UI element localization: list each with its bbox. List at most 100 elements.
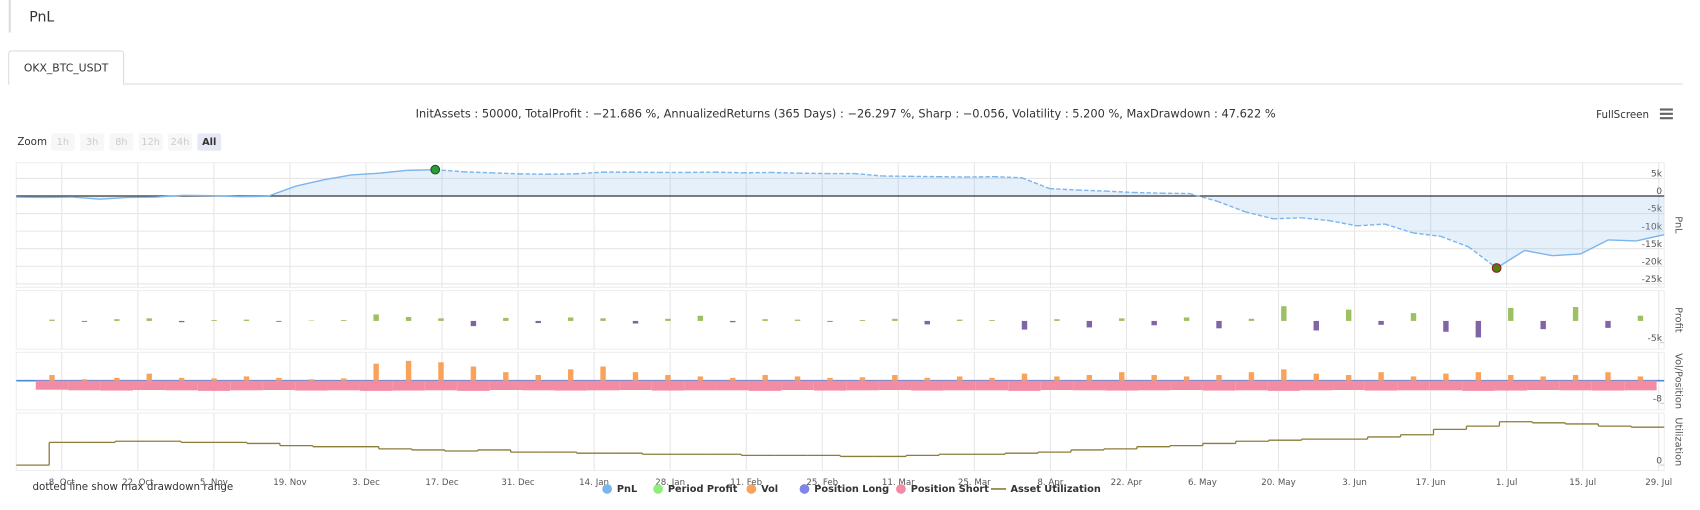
zoom-button-label[interactable]: 24h	[171, 137, 190, 148]
bar	[1087, 321, 1092, 328]
bar	[211, 320, 216, 321]
x-tick-label: 29. Jul	[1645, 478, 1672, 488]
bar	[68, 381, 100, 391]
legend-label[interactable]: Period Profit	[668, 484, 738, 495]
pnl-line	[715, 172, 743, 173]
zoom-button-label[interactable]: All	[202, 137, 216, 148]
bar	[1462, 381, 1494, 391]
x-tick-label: 3. Jun	[1342, 478, 1367, 488]
bar	[911, 381, 943, 391]
bar	[1170, 381, 1202, 390]
bar	[1087, 375, 1092, 381]
zoom-button-label[interactable]: 3h	[86, 137, 98, 148]
bar	[295, 381, 327, 391]
zoom-button-label[interactable]: 8h	[115, 137, 127, 148]
bar	[892, 375, 897, 381]
bar	[860, 320, 865, 321]
bar	[665, 375, 670, 381]
bar	[730, 321, 735, 322]
bar	[341, 378, 346, 380]
axis-title: Utilization	[1672, 417, 1683, 466]
bar	[1235, 381, 1267, 391]
bar	[147, 318, 152, 321]
bar	[633, 321, 638, 324]
bar	[471, 367, 476, 381]
bar	[1508, 375, 1513, 381]
pane-frame	[16, 413, 1664, 470]
pane-frame	[16, 291, 1664, 350]
bar	[1119, 318, 1124, 321]
zoom-button-label[interactable]: 12h	[141, 137, 160, 148]
pnl-line	[1134, 192, 1162, 193]
x-tick-label: 5. Nov	[200, 478, 228, 488]
bar	[730, 378, 735, 381]
bar	[717, 381, 749, 391]
bar	[1430, 381, 1462, 391]
legend-symbol[interactable]	[602, 484, 612, 494]
bar	[211, 378, 216, 380]
bar	[762, 319, 767, 321]
bar	[1638, 316, 1643, 321]
legend-label[interactable]: Position Long	[814, 484, 889, 495]
bar	[1592, 381, 1624, 391]
legend-label[interactable]: Asset Utilization	[1010, 484, 1100, 495]
bar	[276, 378, 281, 381]
bar	[244, 376, 249, 380]
bar	[989, 320, 994, 321]
bar	[879, 381, 911, 390]
bar	[373, 364, 378, 381]
bar	[1216, 321, 1221, 328]
bar	[587, 381, 619, 391]
bar	[230, 381, 262, 391]
x-tick-label: 22. Apr	[1111, 478, 1143, 488]
fullscreen-button[interactable]: FullScreen	[1596, 109, 1649, 121]
tab-label[interactable]: OKX_BTC_USDT	[24, 61, 109, 74]
bar	[1476, 372, 1481, 380]
menu-icon[interactable]	[1660, 110, 1673, 119]
legend-symbol[interactable]	[896, 484, 906, 494]
bar	[1300, 381, 1332, 391]
x-tick-label: 17. Jun	[1416, 478, 1446, 488]
bar	[568, 317, 573, 320]
bar	[600, 367, 605, 381]
legend-symbol[interactable]	[800, 484, 810, 494]
bar	[1054, 319, 1059, 321]
bar	[49, 320, 54, 321]
bar	[198, 381, 230, 391]
legend-symbol[interactable]	[653, 484, 663, 494]
bar	[503, 372, 508, 380]
bar	[1041, 381, 1073, 390]
legend-label[interactable]: Position Short	[911, 484, 989, 495]
x-tick-label: 31. Dec	[501, 478, 535, 488]
legend-label[interactable]: Vol	[761, 484, 778, 495]
bar	[1151, 375, 1156, 381]
bar	[471, 321, 476, 326]
legend-label[interactable]: PnL	[617, 484, 637, 495]
bar	[1540, 376, 1545, 380]
bar	[114, 319, 119, 321]
legend-symbol[interactable]	[746, 484, 756, 494]
bar	[373, 314, 378, 321]
bar	[309, 379, 314, 380]
x-tick-label: 8. Oct	[49, 478, 76, 488]
bar	[568, 369, 573, 380]
bar	[795, 320, 800, 321]
bar	[1605, 321, 1610, 328]
bar	[619, 381, 651, 390]
bar	[1281, 306, 1286, 321]
bar	[1443, 321, 1448, 332]
page-title: PnL	[29, 9, 54, 25]
x-tick-label: 3. Dec	[352, 478, 380, 488]
zoom-button-label[interactable]: 1h	[57, 137, 69, 148]
bar	[957, 320, 962, 321]
bar	[698, 316, 703, 321]
summary: InitAssets : 50000, TotalProfit : −21.68…	[416, 106, 1276, 120]
x-tick-label: 15. Jul	[1569, 478, 1596, 488]
x-tick-label: 1. Jul	[1496, 478, 1517, 488]
bar	[1151, 321, 1156, 325]
bar	[762, 375, 767, 381]
x-tick-label: 19. Nov	[273, 478, 306, 488]
bar	[1314, 374, 1319, 381]
bar	[1411, 313, 1416, 321]
